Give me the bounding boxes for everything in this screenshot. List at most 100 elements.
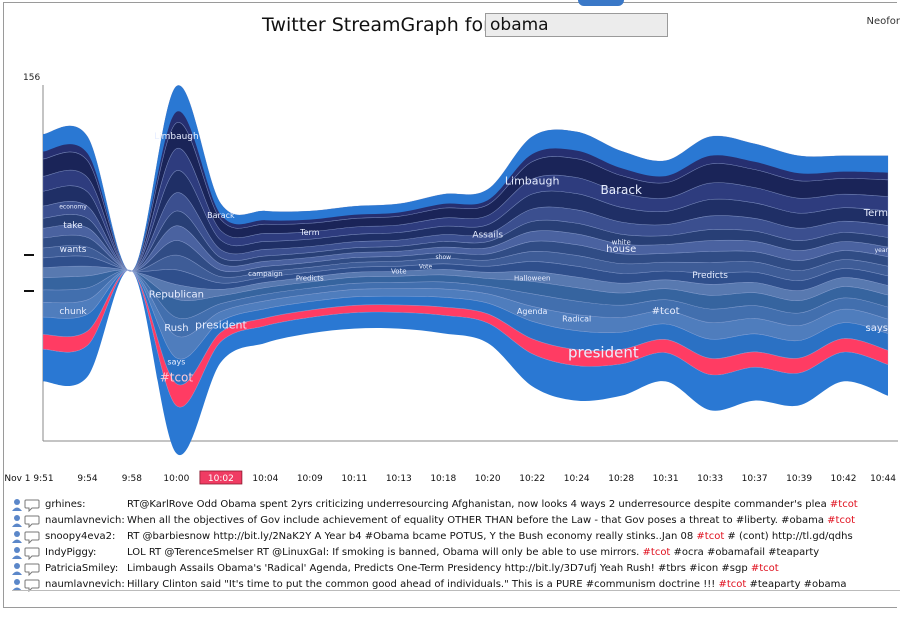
stream-word-label: Radical [562,314,591,323]
stream-word-label: wants [60,245,87,255]
stream-layer[interactable] [42,265,889,301]
x-tick-label[interactable]: 10:00 [163,474,189,484]
stream-word-label: says [866,323,888,334]
tweet-hashtag[interactable]: #tcot [750,563,779,574]
tweet-body: RT @barbiesnow http://bit.ly/2NaK2Y A Ye… [127,531,697,542]
stream-layer[interactable] [42,269,889,408]
stream-word-label: #tcot [652,306,680,317]
tweet-user[interactable]: naumlavnevich: [45,515,125,526]
x-tick-label[interactable]: 10:44 [870,474,896,484]
stream-word-label: #tcot [160,370,194,384]
stream-word-label: Term [299,228,320,237]
tweet-user[interactable]: grhines: [45,499,86,510]
tweet-hashtag[interactable]: #tcot [696,531,725,542]
stream-layer[interactable] [42,269,889,338]
side-marker-upper [24,254,34,256]
divider [12,590,900,591]
stream-word-label: take [63,221,83,231]
selected-time-marker[interactable] [199,470,243,485]
user-comment-icon[interactable] [12,546,40,560]
x-tick-label[interactable]: 10:22 [519,474,545,484]
tweet-row[interactable]: naumlavnevich: When all the objectives of… [12,513,900,529]
streamgraph-chart[interactable]: Limbaugh economy take wants chunk Republican R… [0,0,900,490]
y-max-label: 156 [23,73,41,83]
tweet-text: Hillary Clinton said "It's time to put t… [127,577,847,593]
stream-layers [42,85,889,456]
x-tick-label[interactable]: 10:24 [564,474,590,484]
stream-word-label: white [612,239,631,247]
tweet-text: RT@KarlRove Odd Obama spent 2yrs critici… [127,497,858,513]
tweet-hashtag[interactable]: #tcot [718,579,747,590]
stream-word-label: Vote [391,267,407,275]
stream-word-label: campaign [248,270,283,278]
tweet-text: RT @barbiesnow http://bit.ly/2NaK2Y A Ye… [127,529,853,545]
tweet-user[interactable]: PatriciaSmiley: [45,563,119,574]
user-comment-icon[interactable] [12,578,40,592]
stream-word-label: chunk [59,307,87,317]
stream-layer[interactable] [42,269,889,319]
user-comment-icon[interactable] [12,514,40,528]
tweet-text: Limbaugh Assails Obama's 'Radical' Agend… [127,561,779,577]
x-tick-label[interactable]: 10:42 [831,474,857,484]
stream-word-label: Republican [149,289,204,300]
tweet-row[interactable]: grhines: RT@KarlRove Odd Obama spent 2yrs… [12,497,900,513]
user-comment-icon[interactable] [12,498,40,512]
x-tick-label[interactable]: 10:20 [475,474,501,484]
x-tick-label[interactable]: 10:33 [697,474,723,484]
x-tick-label[interactable]: 10:13 [386,474,412,484]
stream-word-label: Vote [419,264,433,271]
tweet-text: When all the objectives of Gov include a… [127,513,855,529]
stream-word-label: Assails [472,230,503,240]
side-marker-lower [24,290,34,292]
tweet-row[interactable]: IndyPiggy: LOL RT @TerenceSmelser RT @Lin… [12,545,900,561]
tweet-text: LOL RT @TerenceSmelser RT @LinuxGal: If … [127,545,819,561]
stream-word-label: Limbaugh [505,175,560,188]
tweet-user[interactable]: IndyPiggy: [45,547,97,558]
x-tick-label[interactable]: 10:18 [430,474,456,484]
stream-word-label: president [568,343,639,361]
tweet-rest: # (cont) http://tl.gd/qdhs [724,531,853,542]
tweet-body: When all the objectives of Gov include a… [127,515,828,526]
x-tick-label[interactable]: 10:39 [786,474,812,484]
x-tick-label[interactable]: 10:37 [742,474,768,484]
x-tick-label[interactable]: 10:28 [608,474,634,484]
stream-word-label: Barack [207,211,235,220]
top-badge [578,0,624,6]
x-tick-label[interactable]: 9:58 [122,474,142,484]
brand-label: Neofor [866,16,900,27]
tweet-body: Hillary Clinton said "It's time to put t… [127,579,719,590]
x-tick-label[interactable]: 9:54 [77,474,97,484]
x-tick-label[interactable]: 10:11 [341,474,367,484]
stream-word-label: house [606,244,636,255]
x-tick-label[interactable]: 10:02 [208,474,234,484]
stream-word-label: Term [863,208,888,219]
tweet-row[interactable]: naumlavnevich: Hillary Clinton said "It's… [12,577,900,593]
tweet-body: Limbaugh Assails Obama's 'Radical' Agend… [127,563,751,574]
stream-word-label: Predicts [296,275,324,283]
x-tick-label[interactable]: 10:04 [252,474,278,484]
tweet-hashtag[interactable]: #tcot [829,499,858,510]
tweet-rest: #teaparty #obama [746,579,847,590]
x-tick-label[interactable]: 10:09 [297,474,323,484]
page-title: Twitter StreamGraph for [262,14,491,36]
stream-word-label: Barack [600,183,641,197]
user-comment-icon[interactable] [12,562,40,576]
tweet-hashtag[interactable]: #tcot [642,547,671,558]
search-input[interactable] [485,13,668,37]
stream-word-label: year [875,247,889,254]
tweet-user[interactable]: naumlavnevich: [45,579,125,590]
tweet-user[interactable]: snoopy4eva2: [45,531,116,542]
x-tick-label[interactable]: Nov 1 9:51 [4,474,53,484]
stream-word-label: Predicts [692,271,728,281]
stream-word-label: Agenda [517,307,548,316]
tweet-hashtag[interactable]: #tcot [827,515,856,526]
x-tick-label[interactable]: 10:31 [653,474,679,484]
tweet-row[interactable]: PatriciaSmiley: Limbaugh Assails Obama's … [12,561,900,577]
stream-layer[interactable] [43,269,888,456]
tweet-list: grhines: RT@KarlRove Odd Obama spent 2yrs… [12,497,900,593]
tweet-body: LOL RT @TerenceSmelser RT @LinuxGal: If … [127,547,643,558]
user-comment-icon[interactable] [12,530,40,544]
stream-word-label: says [167,358,185,367]
tweet-row[interactable]: snoopy4eva2: RT @barbiesnow http://bit.ly… [12,529,900,545]
stream-word-label: Limbaugh [154,132,199,142]
